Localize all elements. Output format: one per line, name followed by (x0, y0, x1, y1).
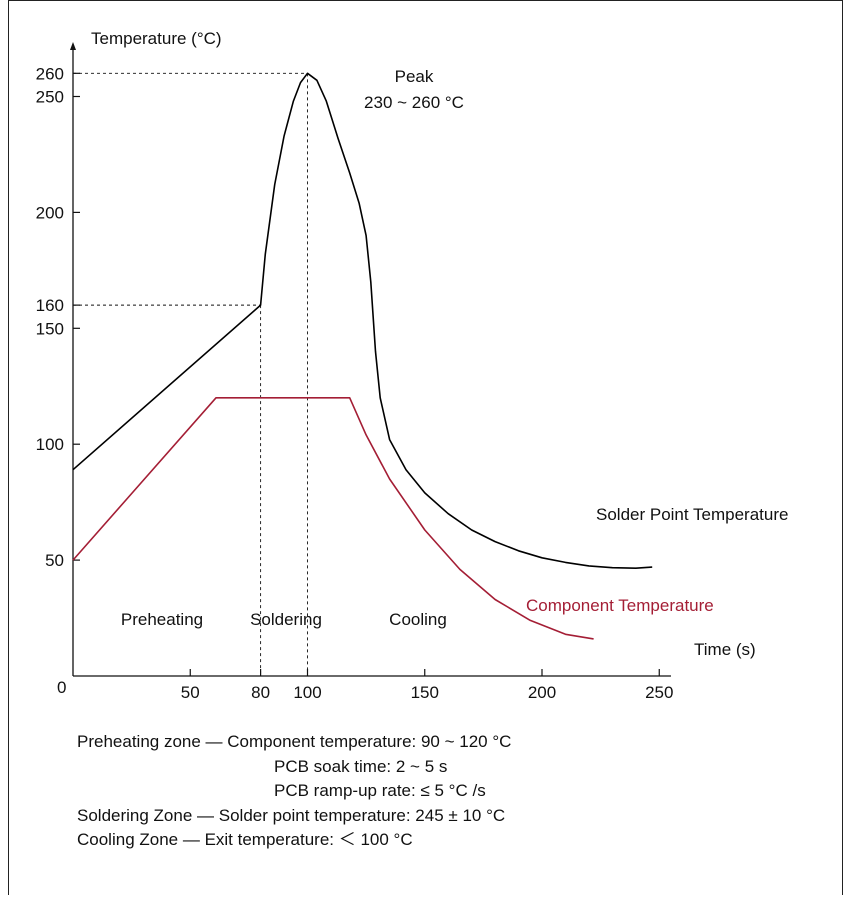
zone-label-preheating: Preheating (121, 610, 203, 629)
y-tick-label: 150 (36, 319, 64, 338)
reference-lines (73, 72, 308, 676)
solder-point-temperature-line (72, 72, 653, 570)
note-soak-time: PCB soak time: 2 ~ 5 s (274, 756, 448, 776)
y-tick-label: 250 (36, 88, 64, 107)
zone-label-cooling: Cooling (389, 610, 447, 629)
reflow-profile-chart: Temperature (°C) Time (s) 0 50 80 100 150 20… (36, 29, 789, 702)
x-axis-label: Time (s) (694, 640, 756, 659)
y-tick-label: 50 (45, 551, 64, 570)
y-tick-label: 160 (36, 296, 64, 315)
series-lines (72, 72, 653, 640)
note-ramp-rate: PCB ramp-up rate: ≤ 5 °C /s (274, 781, 486, 800)
series-label-solder-point: Solder Point Temperature (596, 505, 788, 524)
y-tick-label: 200 (36, 203, 64, 222)
y-ticks: 50 100 150 160 200 250 260 (36, 64, 80, 570)
x-tick-label: 100 (293, 683, 321, 702)
zone-label-soldering: Soldering (250, 610, 322, 629)
x-tick-label: 80 (251, 683, 270, 702)
component-temperature-line (72, 396, 594, 640)
x-tick-label: 150 (411, 683, 439, 702)
note-cooling-zone: Cooling Zone — Exit temperature: ＜ 100 °… (77, 830, 413, 849)
y-tick-label: 100 (36, 435, 64, 454)
x-ticks: 50 80 100 150 200 250 (181, 669, 673, 702)
note-soldering-zone: Soldering Zone — Solder point temperatur… (77, 805, 506, 825)
x-tick-label: 200 (528, 683, 556, 702)
y-axis-arrow (70, 42, 76, 50)
origin-label: 0 (57, 678, 66, 697)
x-tick-label: 250 (645, 683, 673, 702)
x-tick-label: 50 (181, 683, 200, 702)
peak-range-label: 230 ~ 260 °C (364, 93, 464, 112)
y-axis-label: Temperature (°C) (91, 29, 222, 48)
peak-label: Peak (395, 67, 434, 86)
y-tick-label: 260 (36, 64, 64, 83)
note-preheating-zone: Preheating zone — Component temperature:… (77, 732, 512, 751)
zone-notes: Preheating zone — Component temperature:… (77, 730, 777, 853)
figure-frame (8, 0, 843, 895)
series-label-component: Component Temperature (526, 596, 714, 615)
